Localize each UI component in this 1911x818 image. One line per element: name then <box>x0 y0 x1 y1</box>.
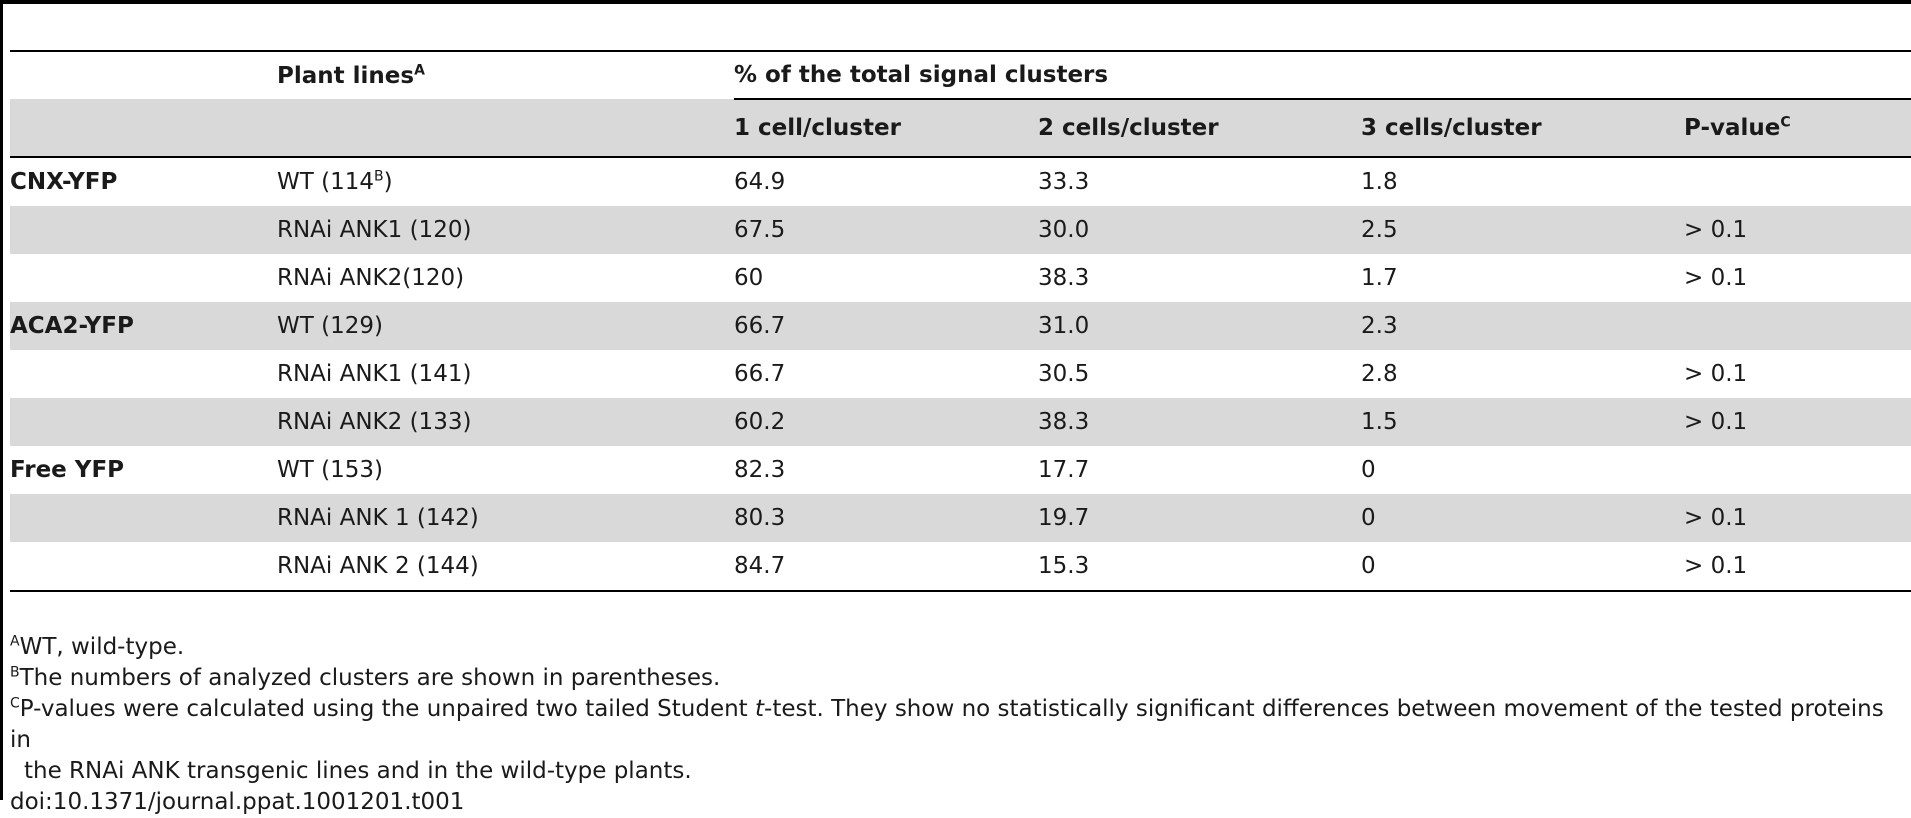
table-row: ACA2-YFP WT (129) 66.7 31.0 2.3 <box>10 302 1911 350</box>
header-3-cells: 3 cells/cluster <box>1361 98 1684 158</box>
cell-percentage: 2.3 <box>1361 302 1684 350</box>
footnote-c-continued: the RNAi ANK transgenic lines and in the… <box>24 758 692 784</box>
cell-p-value: > 0.1 <box>1684 206 1911 254</box>
cell-construct <box>10 398 277 446</box>
header-1-cell: 1 cell/cluster <box>734 98 1038 158</box>
table-row: RNAi ANK 1 (142) 80.3 19.7 0 > 0.1 <box>10 494 1911 542</box>
table-row: RNAi ANK 2 (144) 84.7 15.3 0 > 0.1 <box>10 542 1911 592</box>
top-border <box>0 0 1911 4</box>
footnote-b: BThe numbers of analyzed clusters are sh… <box>10 664 721 691</box>
cell-construct <box>10 542 277 592</box>
table-row: RNAi ANK1 (120) 67.5 30.0 2.5 > 0.1 <box>10 206 1911 254</box>
data-table-container: Plant linesA % of the total signal clust… <box>10 50 1911 592</box>
cell-percentage: 30.0 <box>1038 206 1361 254</box>
cell-percentage: 84.7 <box>734 542 1038 592</box>
cell-percentage: 30.5 <box>1038 361 1090 387</box>
table-row: RNAi ANK2(120) 60 38.3 1.7 > 0.1 <box>10 254 1911 302</box>
table-row: CNX-YFP WT (114B) 64.9 33.3 1.8 <box>10 157 1911 206</box>
cell-plant-line: RNAi ANK1 (120) <box>277 206 734 254</box>
cell-construct: ACA2-YFP <box>10 302 277 350</box>
cell-percentage: 82.3 <box>734 457 786 483</box>
cell-p-value <box>1684 157 1911 206</box>
header-empty-cell <box>10 99 277 158</box>
table-row: RNAi ANK1 (141) 66.7 30.5 2.8 > 0.1 <box>10 350 1911 398</box>
cell-percentage: 1.8 <box>1361 169 1398 195</box>
table-row: RNAi ANK2 (133) 60.2 38.3 1.5 > 0.1 <box>10 398 1911 446</box>
cell-percentage: 0 <box>1361 542 1684 592</box>
cell-percentage: 67.5 <box>734 206 1038 254</box>
table-row: Free YFP WT (153) 82.3 17.7 0 <box>10 446 1911 494</box>
cell-percentage: 17.7 <box>1038 457 1090 483</box>
header-2-cells: 2 cells/cluster <box>1038 98 1361 158</box>
cell-construct <box>10 494 277 542</box>
cell-plant-line: RNAi ANK2 (133) <box>277 398 734 446</box>
header-empty-cell <box>10 50 277 99</box>
cell-percentage: 80.3 <box>734 494 1038 542</box>
cell-p-value: > 0.1 <box>1684 494 1911 542</box>
header-p-value: P-valueC <box>1684 98 1911 158</box>
cell-construct <box>10 350 277 398</box>
doi-text: doi:10.1371/journal.ppat.1001201.t001 <box>10 789 465 815</box>
cell-construct <box>10 254 277 302</box>
cell-construct: Free YFP <box>10 457 125 483</box>
cell-percentage: 60 <box>734 265 764 291</box>
footnotes: AWT, wild-type. BThe numbers of analyzed… <box>10 632 1910 818</box>
left-border <box>0 0 3 800</box>
cell-percentage: 15.3 <box>1038 542 1361 592</box>
header-plant-lines: Plant linesA <box>277 50 734 99</box>
cell-percentage: 2.5 <box>1361 206 1684 254</box>
cell-percentage: 64.9 <box>734 169 786 195</box>
cell-p-value: > 0.1 <box>1684 361 1748 387</box>
cell-p-value: > 0.1 <box>1684 398 1911 446</box>
cell-construct <box>10 206 277 254</box>
cell-plant-line: RNAi ANK2(120) <box>277 265 465 291</box>
footnote-c: CP-values were calculated using the unpa… <box>10 695 1884 753</box>
cell-p-value <box>1684 302 1911 350</box>
signal-clusters-table: Plant linesA % of the total signal clust… <box>10 50 1911 592</box>
cell-percentage: 0 <box>1361 457 1376 483</box>
cell-p-value: > 0.1 <box>1684 542 1911 592</box>
cell-p-value <box>1684 446 1911 494</box>
cell-plant-line: RNAi ANK1 (141) <box>277 361 472 387</box>
cell-plant-line: WT (153) <box>277 457 383 483</box>
cell-percentage: 0 <box>1361 494 1684 542</box>
header-row-2: 1 cell/cluster 2 cells/cluster 3 cells/c… <box>10 98 1911 158</box>
cell-percentage: 38.3 <box>1038 265 1090 291</box>
footnote-a: AWT, wild-type. <box>10 633 185 660</box>
cell-percentage: 1.5 <box>1361 398 1684 446</box>
cell-plant-line: WT (129) <box>277 302 734 350</box>
header-row-1: Plant linesA % of the total signal clust… <box>10 50 1911 99</box>
cell-percentage: 60.2 <box>734 398 1038 446</box>
cell-percentage: 2.8 <box>1361 361 1398 387</box>
header-empty-cell <box>277 99 734 158</box>
cell-construct: CNX-YFP <box>10 169 118 195</box>
cell-percentage: 66.7 <box>734 302 1038 350</box>
cell-plant-line: RNAi ANK 1 (142) <box>277 494 734 542</box>
cell-percentage: 31.0 <box>1038 302 1361 350</box>
cell-percentage: 38.3 <box>1038 398 1361 446</box>
cell-percentage: 1.7 <box>1361 265 1398 291</box>
cell-p-value: > 0.1 <box>1684 265 1748 291</box>
cell-percentage: 19.7 <box>1038 494 1361 542</box>
cell-plant-line: WT (114B) <box>277 168 393 195</box>
cell-percentage: 33.3 <box>1038 169 1090 195</box>
cell-plant-line: RNAi ANK 2 (144) <box>277 542 734 592</box>
cell-percentage: 66.7 <box>734 361 786 387</box>
table-body: CNX-YFP WT (114B) 64.9 33.3 1.8 RNAi ANK1 (12… <box>10 157 1911 592</box>
header-group-title: % of the total signal clusters <box>734 50 1911 99</box>
